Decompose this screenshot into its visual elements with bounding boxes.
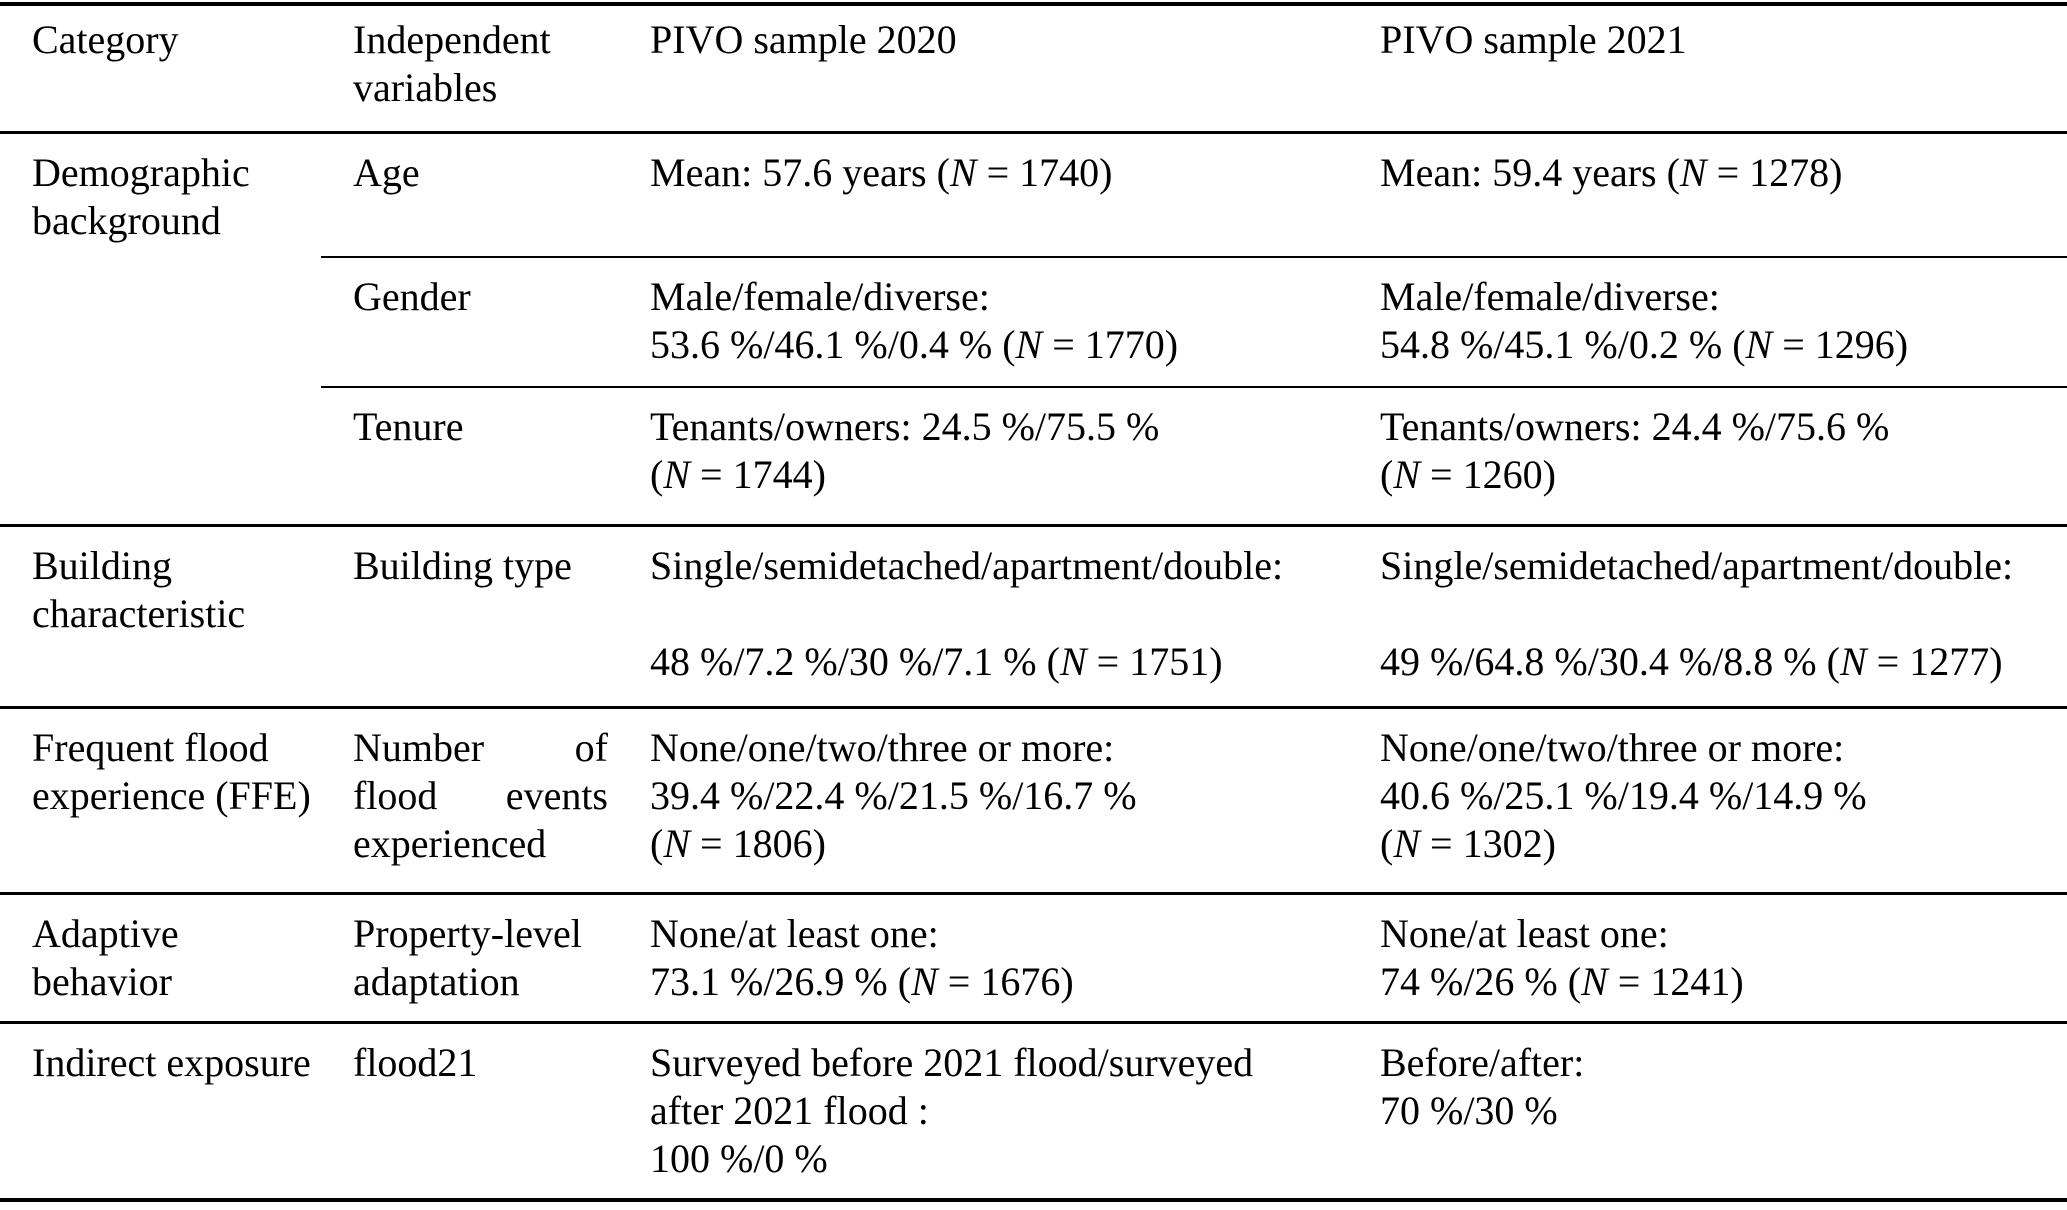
value-cell-flood21-2021: Before/after: 70 %/30 % [1380, 1040, 1585, 1133]
value-cell-flood21-2020: Surveyed before 2021 flood/surveyed afte… [650, 1040, 1254, 1181]
group-rule-4 [0, 1021, 2067, 1024]
value-cell-age-2021: Mean: 59.4 years (N = 1278) [1380, 150, 1843, 195]
variable-cell-age: Age [353, 150, 420, 195]
value-cell-age-2020: Mean: 57.6 years (N = 1740) [650, 150, 1113, 195]
variable-cell-property-level-adaptation: Property-level adaptation [353, 911, 582, 1004]
value-cell-flood-events-2020: None/one/two/three or more: 39.4 %/22.4 … [650, 725, 1137, 866]
header-rule [0, 131, 2067, 134]
header-pivo-sample-2020: PIVO sample 2020 [650, 17, 957, 62]
group-rule-1 [0, 524, 2067, 527]
variable-cell-gender: Gender [353, 274, 471, 319]
value-cell-tenure-2021: Tenants/owners: 24.4 %/75.6 % (N = 1260) [1380, 404, 1890, 497]
header-independent-variables: Independent variables [353, 17, 551, 110]
category-cell-adaptive-behavior: Adaptive behavior [32, 911, 179, 1004]
header-category: Category [32, 17, 179, 62]
value-cell-adaptation-2021: None/at least one: 74 %/26 % (N = 1241) [1380, 911, 1744, 1004]
value-cell-gender-2020: Male/female/diverse: 53.6 %/46.1 %/0.4 %… [650, 274, 1179, 367]
variable-cell-number-of-flood-events: Number of flood events experienced [353, 725, 608, 866]
category-cell-indirect-exposure: Indirect exposure [32, 1040, 311, 1085]
value-cell-adaptation-2020: None/at least one: 73.1 %/26.9 % (N = 16… [650, 911, 1074, 1004]
subrow-rule-gender-tenure [321, 386, 2067, 388]
variable-cell-tenure: Tenure [353, 404, 464, 449]
category-cell-frequent-flood-experience: Frequent flood experience (FFE) [32, 725, 311, 818]
value-cell-building-type-2020: Single/semidetached/apartment/double: 48… [650, 543, 1284, 684]
value-cell-tenure-2020: Tenants/owners: 24.5 %/75.5 % (N = 1744) [650, 404, 1160, 497]
group-rule-2 [0, 706, 2067, 709]
category-cell-demographic-background: Demographic background [32, 150, 250, 243]
variable-cell-building-type: Building type [353, 543, 572, 588]
category-cell-building-characteristic: Building characteristic [32, 543, 246, 636]
header-pivo-sample-2021: PIVO sample 2021 [1380, 17, 1687, 62]
subrow-rule-age-gender [321, 256, 2067, 258]
group-rule-3 [0, 892, 2067, 895]
variable-cell-flood21: flood21 [353, 1040, 478, 1085]
value-cell-building-type-2021: Single/semidetached/apartment/double: 49… [1380, 543, 2014, 684]
table-bottom-rule [0, 1198, 2067, 1202]
value-cell-flood-events-2021: None/one/two/three or more: 40.6 %/25.1 … [1380, 725, 1867, 866]
table-top-rule [0, 2, 2067, 6]
value-cell-gender-2021: Male/female/diverse: 54.8 %/45.1 %/0.2 %… [1380, 274, 1909, 367]
